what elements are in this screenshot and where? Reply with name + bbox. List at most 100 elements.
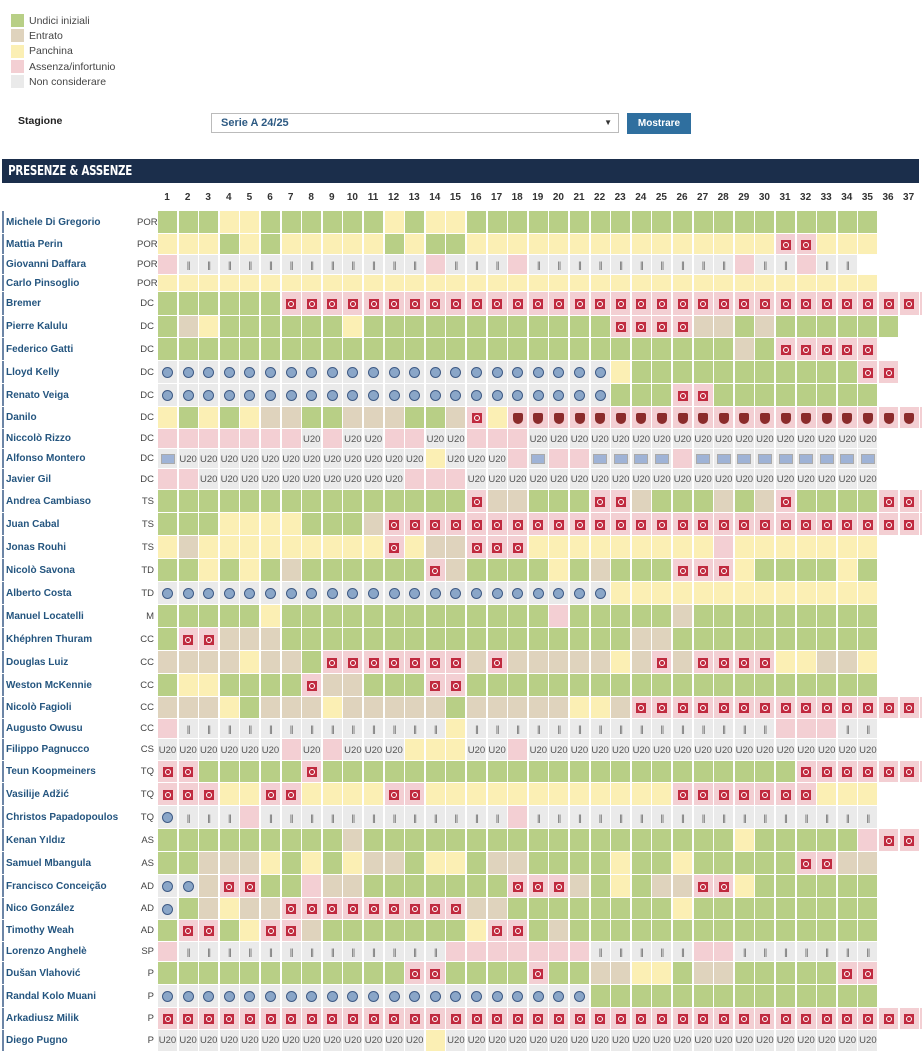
- row-marker: [2, 985, 4, 1008]
- matchday-cell: [630, 783, 651, 806]
- matchday-cell: U20: [775, 429, 795, 449]
- player-name-link[interactable]: Alberto Costa: [6, 587, 72, 599]
- matchday-cell: [280, 962, 301, 985]
- matchday-cell: [301, 829, 322, 852]
- matchday-cell: [507, 316, 528, 338]
- player-name-link[interactable]: Randal Kolo Muani: [6, 990, 96, 1002]
- player-name-link[interactable]: Nicolò Fagioli: [6, 702, 72, 713]
- player-name-link[interactable]: Teun Koopmeiners: [6, 766, 96, 777]
- player-name-link[interactable]: Nico González: [6, 903, 75, 914]
- matchday-cell: ||: [260, 255, 280, 275]
- matchday-cell: [898, 429, 919, 449]
- player-name-link[interactable]: Niccolò Rizzo: [6, 433, 72, 444]
- player-name-link[interactable]: Vasilije Adžić: [6, 788, 69, 800]
- player-name-link[interactable]: Lorenzo Anghelè: [6, 946, 87, 957]
- matchday-cell: [157, 234, 177, 255]
- u20-icon: U20: [199, 453, 218, 465]
- player-name-link[interactable]: Carlo Pinsoglio: [6, 277, 80, 289]
- club-crest-icon: [553, 588, 565, 599]
- matchday-cell: [301, 875, 322, 898]
- matchday-cell: [239, 582, 260, 605]
- player-name-link[interactable]: Andrea Cambiaso: [6, 495, 92, 507]
- matchday-cell: [301, 211, 322, 234]
- player-name-link[interactable]: Lloyd Kelly: [6, 366, 60, 378]
- matchday-cell: [548, 898, 569, 920]
- matchday-cell: [857, 898, 878, 920]
- matchday-cell: [239, 275, 260, 292]
- player-name-link[interactable]: Danilo: [6, 412, 37, 423]
- player-name-link[interactable]: Filippo Pagnucco: [6, 744, 90, 755]
- u20-icon: U20: [364, 1035, 383, 1046]
- player-name-link[interactable]: Diego Pugno: [6, 1034, 68, 1046]
- season-select[interactable]: Serie A 24/25 ▼: [211, 113, 619, 133]
- player-name-link[interactable]: Dušan Vlahović: [6, 967, 81, 979]
- player-name-link[interactable]: Christos Papadopoulos: [6, 811, 119, 823]
- matchday-cell: [898, 292, 919, 316]
- club-crest-icon: [450, 367, 462, 378]
- injury-icon: [327, 1014, 338, 1024]
- matchday-cell: U20: [342, 739, 363, 761]
- injury-icon: [821, 344, 832, 355]
- show-button[interactable]: Mostrare: [627, 113, 691, 134]
- player-name-link[interactable]: Khéphren Thuram: [6, 633, 93, 645]
- injury-icon: [471, 542, 482, 553]
- injury-icon: [780, 519, 791, 530]
- player-name-link[interactable]: Timothy Weah: [6, 925, 74, 936]
- player-name-link[interactable]: Arkadiusz Milik: [6, 1013, 79, 1024]
- player-name-link[interactable]: Javier Gil: [6, 473, 52, 485]
- matchday-cell: [610, 605, 631, 628]
- player-name-link[interactable]: Samuel Mbangula: [6, 857, 92, 869]
- player-name-link[interactable]: Francisco Conceição: [6, 880, 107, 892]
- player-name-link[interactable]: Weston McKennie: [6, 679, 92, 691]
- matchday-cell: U20: [404, 1030, 425, 1051]
- player-name-link[interactable]: Giovanni Daffara: [6, 259, 87, 270]
- row-marker: [2, 674, 4, 697]
- matchday-cell: ||: [630, 806, 651, 829]
- matchday-cell: [404, 829, 425, 852]
- player-name-link[interactable]: Manuel Locatelli: [6, 610, 84, 622]
- player-name-link[interactable]: Michele Di Gregorio: [6, 216, 101, 228]
- matchday-cell: [733, 361, 754, 384]
- matchday-cell: [280, 559, 301, 582]
- matchday-number: 25: [655, 192, 667, 203]
- player-name-link[interactable]: Douglas Luiz: [6, 656, 69, 668]
- not-called-icon: ||: [269, 812, 273, 823]
- player-name-link[interactable]: Renato Veiga: [6, 389, 69, 401]
- matchday-cell: [548, 292, 569, 316]
- matchday-cell: [424, 605, 445, 628]
- matchday-cell: U20: [424, 429, 445, 449]
- matchday-cell: [651, 783, 672, 806]
- player-name-link[interactable]: Pierre Kalulu: [6, 321, 68, 332]
- injury-icon: [904, 835, 915, 846]
- matchday-cell: [836, 490, 857, 513]
- matchday-cell: U20: [486, 739, 507, 761]
- matchday-cell: [342, 559, 363, 582]
- player-name-link[interactable]: Federico Gatti: [6, 343, 74, 355]
- matchday-cell: [342, 292, 363, 316]
- club-crest-icon: [368, 991, 379, 1002]
- matchday-cell: [589, 449, 610, 469]
- matchday-cell: [445, 292, 466, 316]
- u20-icon: U20: [323, 474, 342, 485]
- player-name-link[interactable]: Juan Cabal: [6, 518, 60, 530]
- matchday-cell: [527, 697, 548, 719]
- player-name-link[interactable]: Jonas Rouhi: [6, 541, 67, 553]
- player-name-link[interactable]: Bremer: [6, 298, 42, 309]
- matchday-cell: [527, 674, 548, 697]
- matchday-cell: [218, 559, 239, 582]
- matchday-cell: [692, 211, 713, 234]
- matchday-cell: [816, 719, 837, 739]
- club-crest-icon: [409, 390, 421, 401]
- u20-icon: U20: [653, 474, 671, 485]
- player-name-link[interactable]: Augusto Owusu: [6, 723, 83, 734]
- matchday-cell: [177, 920, 198, 942]
- u20-icon: U20: [817, 1035, 836, 1046]
- u20-icon: U20: [673, 1035, 692, 1046]
- player-name-link[interactable]: Nicolò Savona: [6, 564, 75, 576]
- matchday-cell: [527, 275, 548, 292]
- matchday-cell: [445, 316, 466, 338]
- player-name-link[interactable]: Mattia Perin: [6, 238, 63, 250]
- player-name-link[interactable]: Kenan Yıldız: [6, 834, 66, 846]
- matchday-cell: U20: [342, 1030, 363, 1051]
- player-name-link[interactable]: Alfonso Montero: [6, 453, 86, 464]
